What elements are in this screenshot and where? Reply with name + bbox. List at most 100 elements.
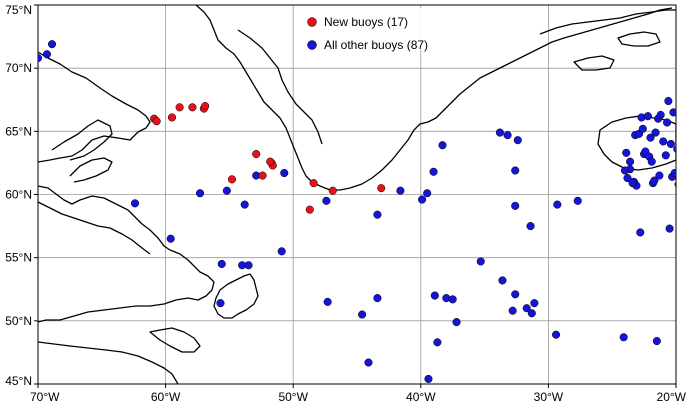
buoy-other-point [651, 128, 660, 137]
buoy-other-point [622, 148, 631, 157]
buoy-new-point [167, 113, 177, 122]
coastline-newfoundland [213, 273, 259, 319]
buoy-other-point [646, 133, 655, 142]
buoy-other-point [495, 128, 504, 137]
buoy-other-point [674, 181, 676, 188]
buoy-other-point [418, 195, 427, 204]
buoy-other-point [666, 139, 675, 149]
buoy-new-point [152, 117, 161, 126]
buoy-other-point [513, 136, 522, 145]
buoy-new-point [175, 103, 184, 112]
axis-ticks: 70°W 60°W 50°W 40°W 30°W 20°W 75°N 70°N 65°N 60°N… [5, 3, 686, 404]
buoy-new-point [266, 157, 275, 166]
buoy-other-point [656, 110, 665, 119]
buoy-other-point [216, 299, 225, 308]
buoy-other-point [675, 186, 676, 190]
x-tick-label: 40°W [406, 390, 436, 404]
legend-background [298, 8, 446, 50]
buoy-other-point [448, 295, 457, 304]
buoy-other-point [42, 50, 51, 59]
buoy-other-point [38, 54, 43, 63]
buoy-other-point [663, 118, 672, 127]
buoy-new-point [258, 171, 267, 180]
legend-new-label: New buoys (17) [324, 15, 408, 29]
buoy-other-point [240, 200, 249, 209]
x-tick-label: 50°W [278, 390, 308, 404]
buoy-other-point [196, 189, 205, 198]
buoy-other-point [323, 297, 332, 306]
buoy-other-point [373, 294, 382, 303]
buoy-new-point [309, 179, 318, 188]
buoy-other-point [511, 201, 520, 210]
y-tick-label: 65°N [5, 124, 32, 138]
coastline-ungava [38, 201, 151, 255]
coastline-maritimes [38, 341, 179, 384]
buoy-other-point [670, 168, 676, 178]
buoy-other-point [373, 210, 382, 219]
buoy-other-point [636, 228, 645, 237]
buoy-other-point [620, 166, 630, 175]
buoy-new-point [377, 184, 386, 193]
buoy-other-point [438, 141, 447, 150]
buoy-other-point [552, 330, 561, 339]
buoy-other-point [280, 168, 289, 178]
buoy-other-point [217, 259, 226, 269]
buoy-other-point [526, 222, 535, 231]
legend-other-label: All other buoys (87) [324, 38, 428, 52]
buoy-other-point [424, 374, 433, 383]
buoy-new-point [252, 150, 261, 159]
buoy-other-point [628, 179, 637, 188]
buoy-other-point [652, 336, 661, 346]
buoy-new-point [305, 205, 314, 214]
buoy-other-point [423, 189, 432, 198]
x-tick-label: 60°W [151, 390, 181, 404]
buoy-other-point [364, 358, 373, 367]
buoy-other-point [222, 186, 231, 195]
coastline-frobisher [69, 157, 113, 183]
buoy-other-point [522, 304, 531, 313]
legend-other-marker-icon [307, 40, 317, 50]
x-tick-label: 20°W [657, 390, 687, 404]
buoy-other-point [530, 299, 539, 308]
buoy-other-point [655, 171, 664, 180]
buoy-other-point [647, 157, 656, 166]
y-tick-label: 75°N [5, 3, 32, 17]
buoy-new-point [328, 186, 337, 195]
buoy-new-point [227, 175, 237, 184]
buoy-other-point [277, 247, 286, 256]
buoy-other-point [508, 306, 517, 315]
buoy-other-point [623, 174, 632, 183]
buoy-other-point [130, 199, 140, 208]
buoy-other-point [638, 124, 647, 133]
buoy-other-point [430, 291, 439, 300]
buoy-other-point [511, 290, 520, 299]
x-tick-label: 30°W [534, 390, 564, 404]
buoy-other-point [573, 196, 582, 205]
y-tick-label: 55°N [5, 251, 32, 265]
y-tick-label: 45°N [5, 374, 32, 388]
buoy-new-point [188, 103, 197, 112]
buoy-other-point [669, 108, 676, 117]
buoy-other-point [673, 145, 676, 153]
buoy-points [38, 40, 676, 383]
coastline-labrador [38, 185, 215, 323]
buoy-other-point [661, 151, 670, 160]
buoy-other-point [452, 318, 461, 327]
buoy-other-point [244, 261, 253, 270]
buoy-other-point [511, 166, 520, 175]
buoy-other-point [553, 200, 562, 209]
coastline-greenland [195, 5, 673, 191]
buoy-other-point [650, 176, 659, 185]
buoy-other-point [619, 333, 628, 342]
buoy-other-point [429, 167, 438, 176]
legend: New buoys (17) All other buoys (87) [298, 8, 446, 52]
buoy-other-point [498, 276, 507, 285]
buoy-other-point [665, 224, 674, 233]
buoy-other-point [166, 234, 175, 243]
y-tick-label: 60°N [5, 188, 32, 202]
buoy-other-point [664, 96, 673, 106]
buoy-other-point [476, 257, 485, 266]
coastline-cumberland [51, 119, 113, 161]
